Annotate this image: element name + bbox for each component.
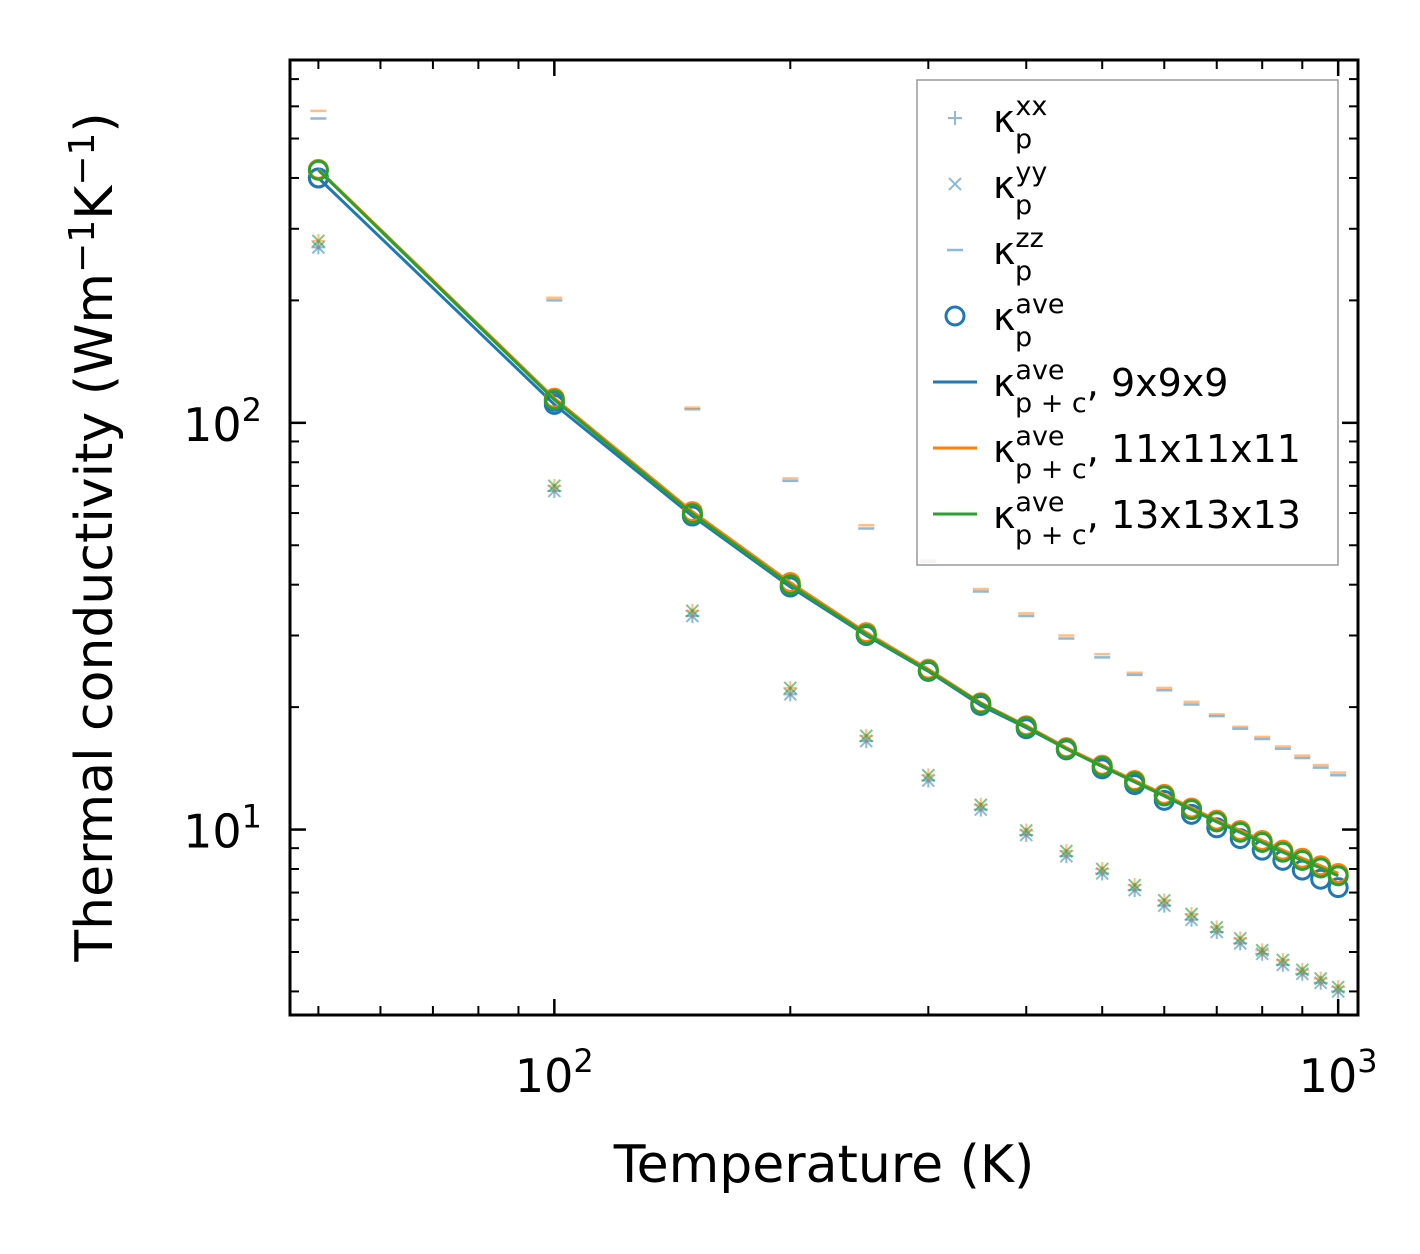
data-point bbox=[685, 604, 700, 618]
axes-frame bbox=[288, 58, 1360, 1017]
y-tick-label: 101 bbox=[183, 798, 262, 859]
y-axis-label-mid: K bbox=[65, 184, 125, 220]
x-tick-label: 102 bbox=[515, 1042, 594, 1103]
legend-label: κave p + c, 11x11x11 bbox=[993, 421, 1301, 485]
tick-labels: 102 103 101 102 bbox=[183, 391, 1378, 1103]
data-point bbox=[1153, 785, 1175, 807]
legend-label: κyy p bbox=[993, 157, 1047, 221]
data-point bbox=[307, 159, 329, 181]
data-point bbox=[1055, 738, 1077, 760]
x-tick-label: 103 bbox=[1299, 1042, 1378, 1103]
y-axis-label-end: ) bbox=[65, 112, 125, 132]
legend-label: κave p + c, 9x9x9 bbox=[993, 355, 1228, 419]
legend-marker bbox=[948, 111, 962, 125]
data-point bbox=[1181, 799, 1203, 821]
data-point bbox=[1091, 755, 1113, 777]
data-point bbox=[681, 503, 703, 525]
data-point bbox=[1206, 811, 1228, 833]
legend-item: κave p bbox=[944, 289, 1065, 353]
data-point bbox=[543, 389, 565, 411]
plot-area bbox=[307, 109, 1349, 999]
legend-item: κave p + c, 11x11x11 bbox=[933, 421, 1301, 485]
series-kp_zz_11 bbox=[310, 109, 1347, 774]
data-point bbox=[1276, 953, 1290, 967]
legend-item: κzz p bbox=[947, 223, 1044, 287]
data-point bbox=[1295, 963, 1310, 977]
data-point bbox=[1310, 857, 1332, 879]
data-point bbox=[1210, 920, 1224, 935]
legend-item: κave p + c, 9x9x9 bbox=[933, 355, 1228, 419]
legend-marker bbox=[948, 177, 962, 191]
data-point bbox=[1095, 862, 1109, 876]
legend-label: κzz p bbox=[993, 223, 1044, 287]
legend-item: κyy p bbox=[948, 157, 1047, 221]
data-point bbox=[1157, 893, 1171, 908]
data-point bbox=[1327, 877, 1349, 899]
data-point bbox=[1291, 849, 1313, 871]
legend-item: κxx p bbox=[948, 91, 1047, 155]
data-point bbox=[855, 623, 877, 645]
data-point bbox=[1327, 865, 1349, 887]
data-point bbox=[970, 693, 992, 715]
data-point bbox=[859, 729, 873, 743]
series-kpc_ave_13 bbox=[307, 159, 1349, 887]
y-axis-label-main: Thermal conductivity (Wm bbox=[65, 273, 125, 963]
data-point bbox=[1313, 971, 1328, 986]
legend-item: κave p + c, 13x13x13 bbox=[933, 487, 1301, 551]
data-point bbox=[1331, 980, 1345, 994]
series-kp_zz bbox=[310, 117, 1347, 777]
data-point bbox=[779, 574, 801, 596]
x-axis-label: Temperature (K) bbox=[613, 1135, 1035, 1195]
series-line-kpc_ave_13 bbox=[317, 169, 1339, 878]
data-point bbox=[917, 660, 939, 682]
legend-label: κave p bbox=[993, 289, 1065, 353]
legend-box bbox=[916, 79, 1339, 566]
y-tick-label: 102 bbox=[183, 391, 262, 452]
data-point bbox=[1255, 943, 1269, 957]
data-point bbox=[547, 479, 562, 493]
legend-label: κave p + c, 13x13x13 bbox=[993, 487, 1301, 551]
data-point bbox=[1059, 844, 1074, 858]
axis-ticks bbox=[290, 60, 1358, 1015]
data-point bbox=[783, 681, 798, 695]
data-point bbox=[1184, 907, 1199, 921]
data-point bbox=[311, 234, 326, 248]
y-axis-label-sup1: −1 bbox=[62, 220, 103, 273]
data-point bbox=[1251, 831, 1273, 853]
series-kp_yy_13 bbox=[311, 234, 1345, 994]
data-point bbox=[1124, 771, 1146, 793]
legend-label: κxx p bbox=[993, 91, 1047, 155]
data-point bbox=[1019, 823, 1033, 838]
data-point bbox=[921, 768, 936, 782]
data-point bbox=[974, 798, 988, 812]
data-point bbox=[1127, 878, 1142, 892]
data-point bbox=[1272, 841, 1294, 863]
y-axis-label-sup2: −1 bbox=[62, 133, 103, 186]
data-point bbox=[1229, 821, 1251, 843]
data-point bbox=[1233, 931, 1247, 946]
legend-marker bbox=[944, 305, 966, 327]
data-point bbox=[1015, 716, 1037, 738]
y-axis-label: Thermal conductivity (Wm−1K−1) bbox=[62, 112, 125, 962]
